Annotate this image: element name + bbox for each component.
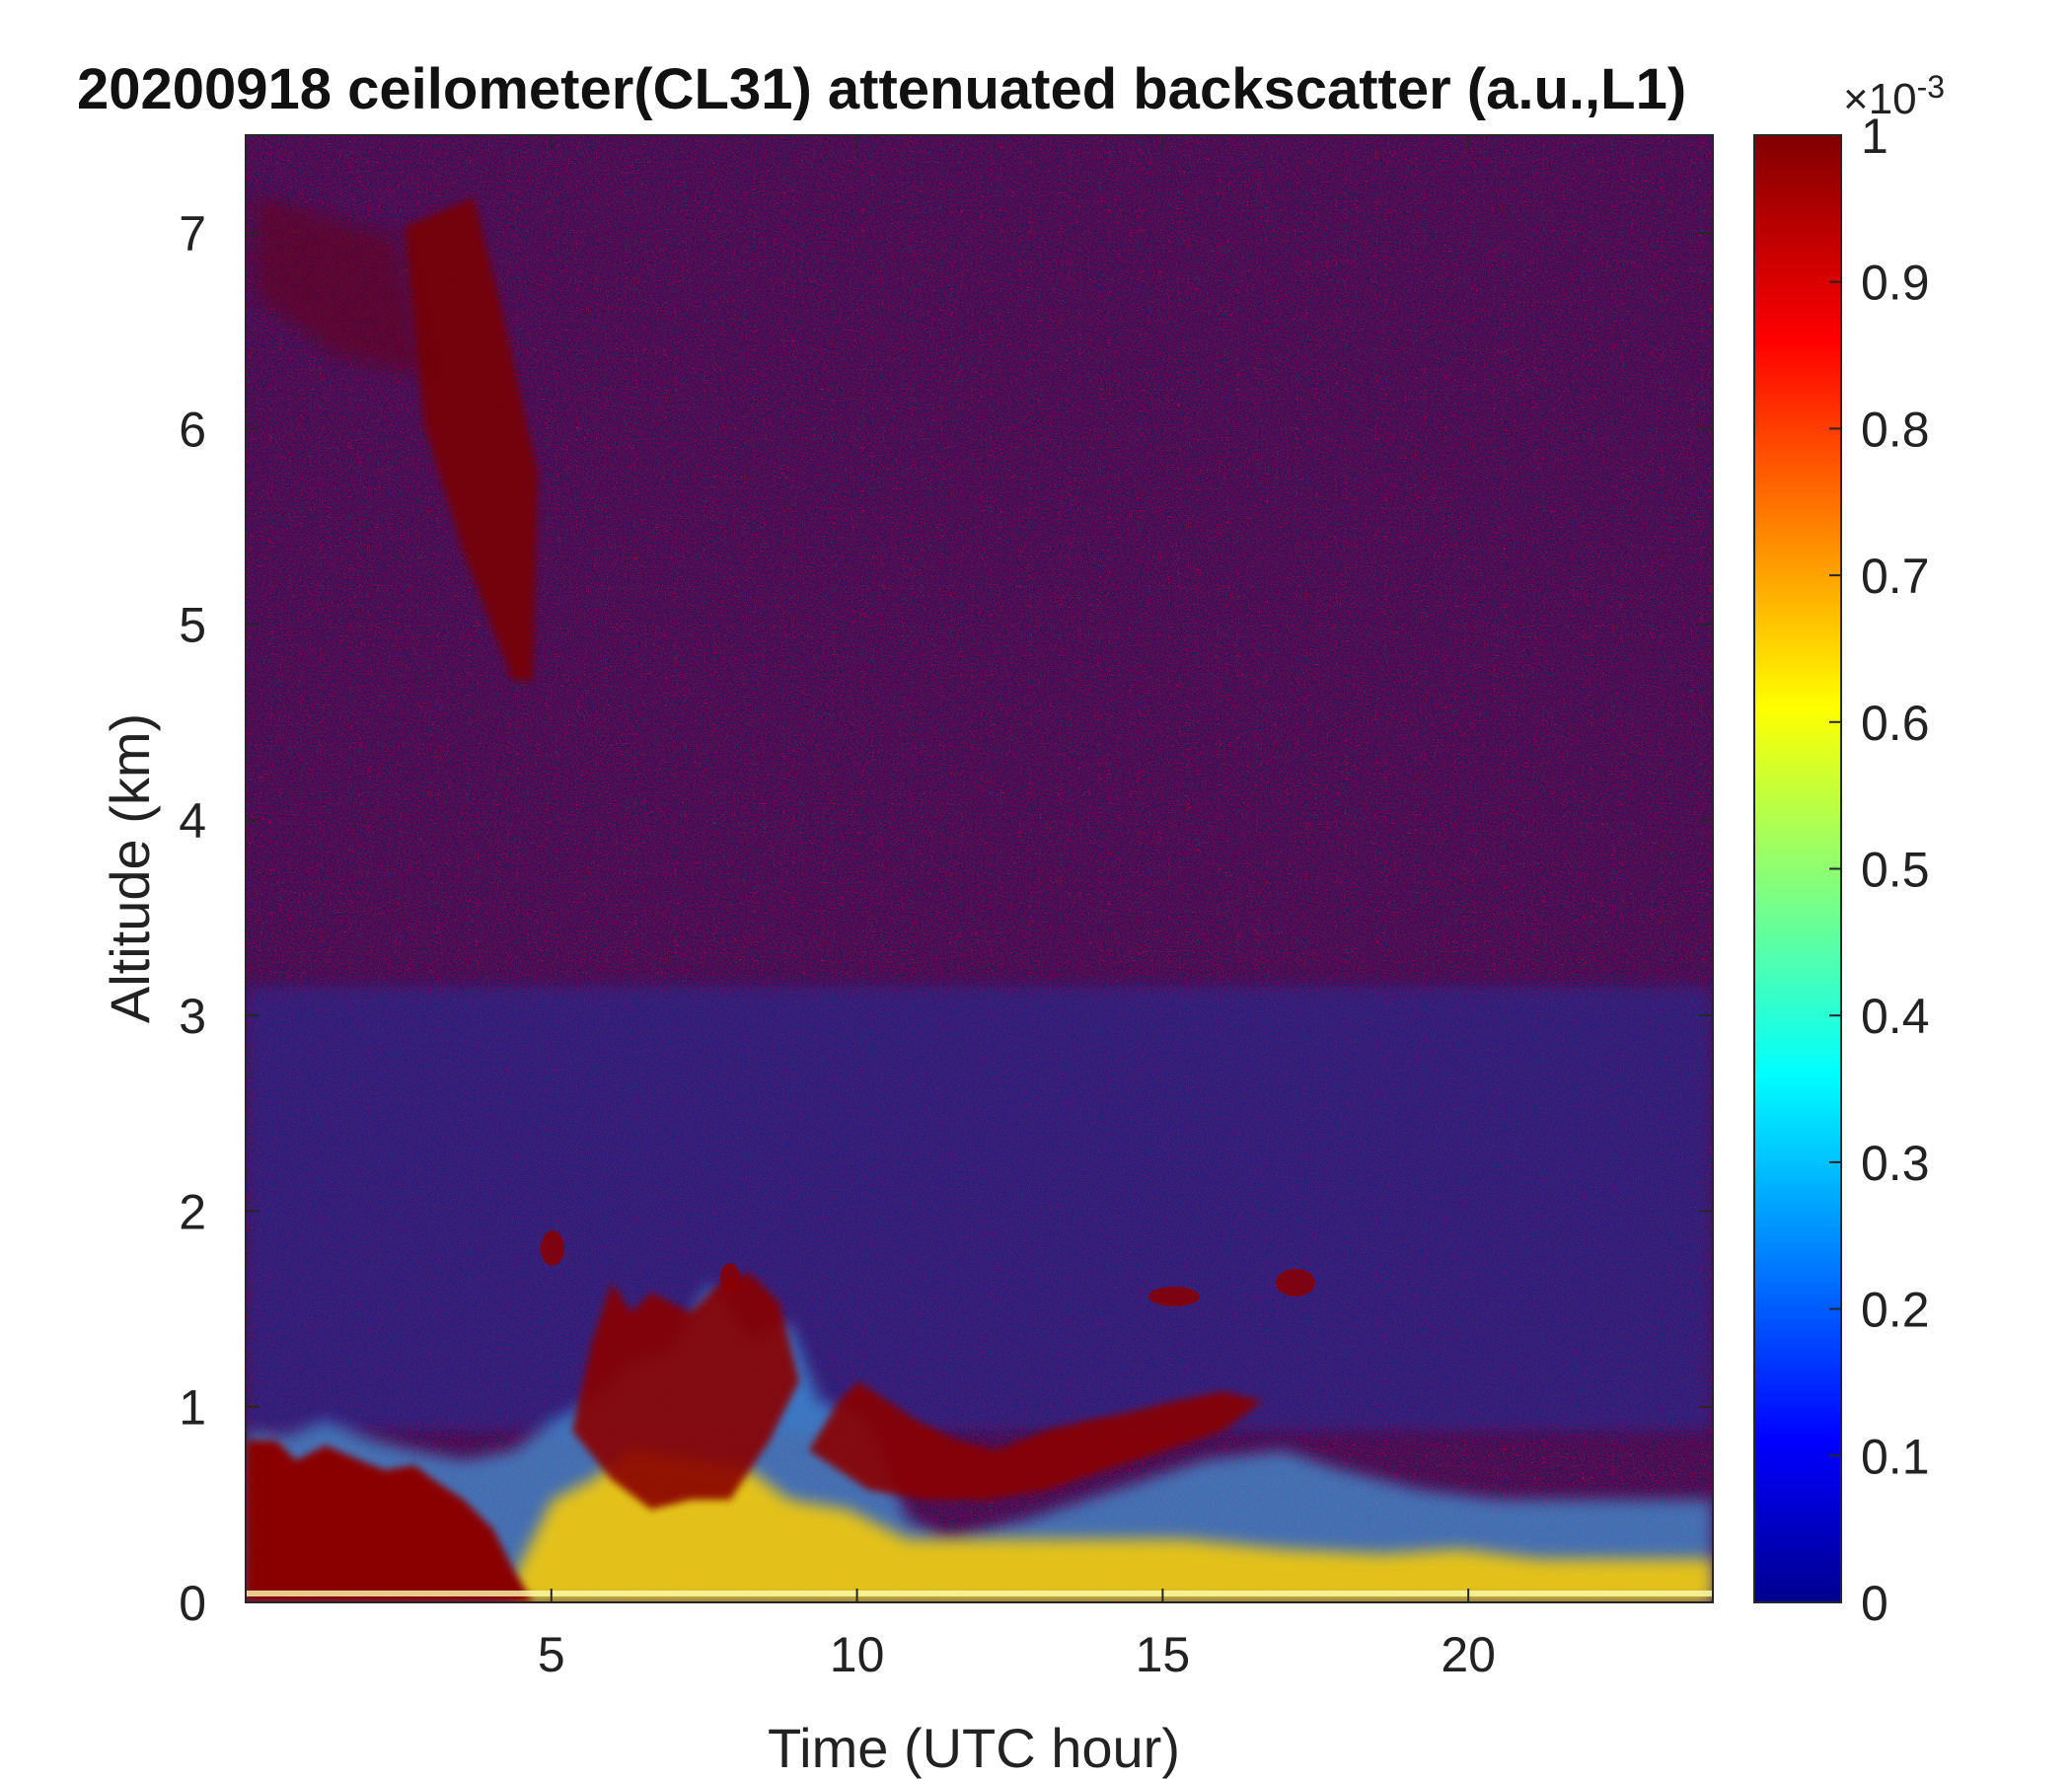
y-tick-label: 1: [179, 1380, 206, 1436]
colorbar-tick-label: 0.3: [1861, 1136, 1930, 1191]
x-axis-ticks: 5 10 15 20: [538, 135, 1496, 1682]
colorbar-tick-label: 0.6: [1861, 696, 1930, 751]
plot-area-frame: [245, 134, 1714, 1603]
colorbar-exponent-base: ×10: [1843, 75, 1917, 123]
colorbar-exponent: ×10-3: [1843, 71, 1945, 121]
colorbar: [1753, 134, 1842, 1603]
chart-title: 20200918 ceilometer(CL31) attenuated bac…: [77, 57, 1687, 121]
colorbar-exponent-power: -3: [1916, 69, 1946, 105]
colorbar-tick-label: 0.7: [1861, 549, 1930, 604]
y-tick-label: 6: [179, 402, 206, 457]
x-tick-label: 5: [538, 1627, 565, 1682]
colorbar-ticks: 0 0.1 0.2 0.3 0.4 0.5 0.6 0.7 0.8 0.9 1: [1829, 109, 1930, 1631]
heatmap-image: [246, 135, 1713, 1602]
y-tick-label: 5: [179, 598, 206, 653]
y-axis-ticks: 0 1 2 3 4 5 6 7: [179, 206, 1713, 1631]
y-tick-label: 7: [179, 206, 206, 261]
x-axis-label: Time (UTC hour): [768, 1717, 1180, 1779]
y-tick-label: 0: [179, 1576, 206, 1631]
x-tick-label: 15: [1136, 1627, 1191, 1682]
colorbar-tick-label: 1: [1861, 109, 1888, 164]
colorbar-tick-label: 0.5: [1861, 843, 1930, 898]
y-tick-label: 3: [179, 989, 206, 1044]
colorbar-tick-label: 0.1: [1861, 1429, 1930, 1484]
colorbar-tick-label: 0.8: [1861, 402, 1930, 457]
y-tick-label: 2: [179, 1184, 206, 1239]
colorbar-tick-label: 0.4: [1861, 989, 1930, 1044]
x-tick-label: 10: [830, 1627, 885, 1682]
colorbar-tick-label: 0.2: [1861, 1283, 1930, 1338]
x-tick-label: 20: [1441, 1627, 1496, 1682]
colorbar-tick-label: 0.9: [1861, 256, 1930, 311]
y-tick-label: 4: [179, 793, 206, 849]
colorbar-tick-label: 0: [1861, 1576, 1888, 1631]
